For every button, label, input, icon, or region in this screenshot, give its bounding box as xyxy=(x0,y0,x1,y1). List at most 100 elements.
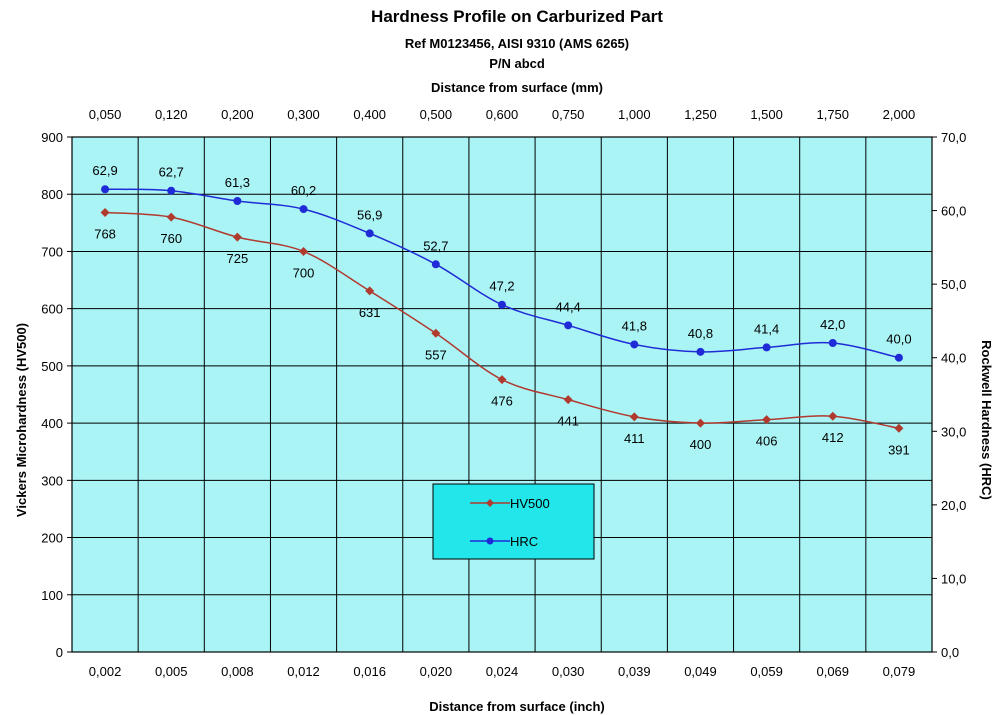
hrc-point xyxy=(564,321,573,330)
top-axis-tick-label: 0,050 xyxy=(89,107,122,122)
bottom-axis-tick-label: 0,049 xyxy=(684,664,717,679)
bottom-axis-tick-label: 0,030 xyxy=(552,664,585,679)
hv500-point xyxy=(563,395,573,405)
top-axis-tick-label: 0,200 xyxy=(221,107,254,122)
hrc-point xyxy=(762,343,771,352)
left-axis-tick-label: 800 xyxy=(41,187,63,202)
top-axis-tick-label: 0,750 xyxy=(552,107,585,122)
bottom-axis-tick-label: 0,012 xyxy=(287,664,320,679)
hv500-data-label: 557 xyxy=(425,347,447,362)
hrc-data-label: 62,9 xyxy=(92,163,117,178)
bottom-axis-tick-label: 0,020 xyxy=(420,664,453,679)
hrc-data-label: 44,4 xyxy=(555,299,580,314)
hrc-data-label: 61,3 xyxy=(225,175,250,190)
legend-hrc-label: HRC xyxy=(510,534,538,549)
left-axis-tick-label: 300 xyxy=(41,473,63,488)
hrc-data-label: 47,2 xyxy=(489,279,514,294)
hv500-point xyxy=(166,212,176,222)
hrc-point xyxy=(233,197,242,206)
left-axis-tick-label: 200 xyxy=(41,531,63,546)
hrc-data-label: 41,8 xyxy=(622,318,647,333)
top-axis-tick-label: 0,600 xyxy=(486,107,519,122)
top-axis-tick-label: 0,400 xyxy=(353,107,386,122)
right-axis-label: Rockwell Hardness (HRC) xyxy=(979,340,994,500)
hv500-point xyxy=(828,411,838,421)
hv500-point xyxy=(497,375,507,385)
hv500-data-label: 768 xyxy=(94,227,116,242)
hrc-data-label: 41,4 xyxy=(754,321,779,336)
hv500-data-label: 725 xyxy=(227,251,249,266)
hrc-point xyxy=(630,340,639,349)
hrc-point xyxy=(498,300,506,309)
hv500-data-label: 400 xyxy=(690,437,712,452)
hv500-data-label: 406 xyxy=(756,434,778,449)
top-axis-tick-label: 1,500 xyxy=(750,107,783,122)
plot-area xyxy=(71,136,933,653)
top-axis-tick-label: 0,300 xyxy=(287,107,320,122)
left-axis-tick-label: 500 xyxy=(41,359,63,374)
hv500-data-label: 412 xyxy=(822,430,844,445)
right-axis-tick-label: 70,0 xyxy=(941,130,966,145)
hrc-data-label: 42,0 xyxy=(820,317,845,332)
hrc-point xyxy=(167,186,176,195)
hrc-point xyxy=(299,205,308,214)
hv500-data-label: 700 xyxy=(293,265,315,280)
bottom-axis-tick-label: 0,039 xyxy=(618,664,651,679)
plot-border xyxy=(71,136,933,653)
right-axis-tick-label: 20,0 xyxy=(941,498,966,513)
top-axis-tick-label: 1,000 xyxy=(618,107,651,122)
hv500-data-label: 631 xyxy=(359,305,381,320)
hrc-data-label: 52,7 xyxy=(423,238,448,253)
left-axis-label: Vickers Microhardness (HV500) xyxy=(14,323,29,517)
legend-hv500-marker xyxy=(486,499,494,507)
top-axis-label: Distance from surface (mm) xyxy=(431,80,603,95)
hv500-point xyxy=(431,328,441,338)
plot-background xyxy=(72,137,932,652)
data-labels: 768 760 725 700 631 557 476 441 411 400 406 412 391 6… xyxy=(92,163,911,457)
hrc-point xyxy=(696,347,705,356)
bottom-axis-tick-label: 0,059 xyxy=(750,664,783,679)
left-axis-tick-label: 600 xyxy=(41,302,63,317)
right-axis-tick-label: 40,0 xyxy=(941,351,966,366)
left-axis-tick-label: 0 xyxy=(56,645,63,660)
hv500-point xyxy=(762,415,772,425)
top-axis-tick-label: 1,750 xyxy=(816,107,849,122)
chart-subtitle-line-2: P/N abcd xyxy=(489,56,545,71)
bottom-axis-tick-label: 0,069 xyxy=(816,664,849,679)
series-layer xyxy=(100,185,904,433)
legend-box xyxy=(432,483,595,560)
hv500-data-label: 441 xyxy=(557,414,579,429)
hrc-data-label: 40,8 xyxy=(688,326,713,341)
hv500-data-label: 391 xyxy=(888,442,910,457)
right-axis-tick-label: 10,0 xyxy=(941,571,966,586)
hv500-point xyxy=(365,286,375,296)
left-axis-tick-label: 400 xyxy=(41,416,63,431)
hrc-point xyxy=(431,260,440,269)
hv500-point xyxy=(299,246,309,256)
legend: HV500 HRC xyxy=(432,483,595,560)
legend-hrc-marker xyxy=(486,537,494,545)
hv500-point xyxy=(100,208,110,218)
top-axis-tick-label: 2,000 xyxy=(883,107,916,122)
left-axis-tick-label: 700 xyxy=(41,244,63,259)
hrc-point xyxy=(365,229,374,238)
hrc-point xyxy=(894,353,903,362)
bottom-axis-tick-label: 0,016 xyxy=(353,664,386,679)
top-axis-tick-label: 0,120 xyxy=(155,107,188,122)
chart-title: Hardness Profile on Carburized Part xyxy=(371,7,663,26)
right-axis-tick-label: 60,0 xyxy=(941,204,966,219)
hrc-data-label: 40,0 xyxy=(886,332,911,347)
bottom-axis-label: Distance from surface (inch) xyxy=(429,699,605,714)
left-axis-tick-label: 900 xyxy=(41,130,63,145)
hv500-point xyxy=(629,412,639,422)
hrc-data-label: 62,7 xyxy=(159,165,184,180)
hrc-point xyxy=(101,185,110,194)
bottom-axis-tick-label: 0,002 xyxy=(89,664,122,679)
bottom-axis-tick-label: 0,024 xyxy=(486,664,519,679)
chart-subtitle-line-1: Ref M0123456, AISI 9310 (AMS 6265) xyxy=(405,36,629,51)
hv500-point xyxy=(894,423,904,433)
hv500-data-label: 411 xyxy=(624,431,645,446)
hrc-data-label: 60,2 xyxy=(291,183,316,198)
bottom-axis-tick-label: 0,008 xyxy=(221,664,254,679)
